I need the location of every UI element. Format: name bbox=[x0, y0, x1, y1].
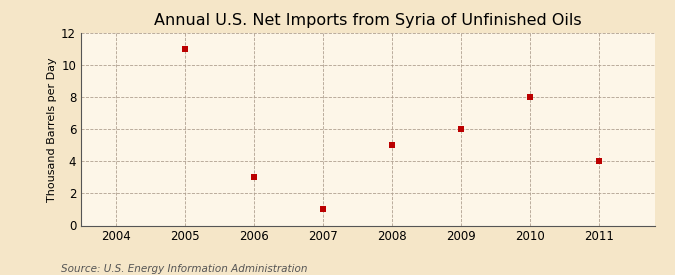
Point bbox=[387, 143, 398, 147]
Point bbox=[525, 95, 536, 99]
Y-axis label: Thousand Barrels per Day: Thousand Barrels per Day bbox=[47, 57, 57, 202]
Point bbox=[317, 207, 328, 212]
Title: Annual U.S. Net Imports from Syria of Unfinished Oils: Annual U.S. Net Imports from Syria of Un… bbox=[154, 13, 582, 28]
Point bbox=[456, 127, 466, 131]
Point bbox=[594, 159, 605, 164]
Point bbox=[248, 175, 259, 180]
Point bbox=[180, 47, 190, 51]
Text: Source: U.S. Energy Information Administration: Source: U.S. Energy Information Administ… bbox=[61, 264, 307, 274]
